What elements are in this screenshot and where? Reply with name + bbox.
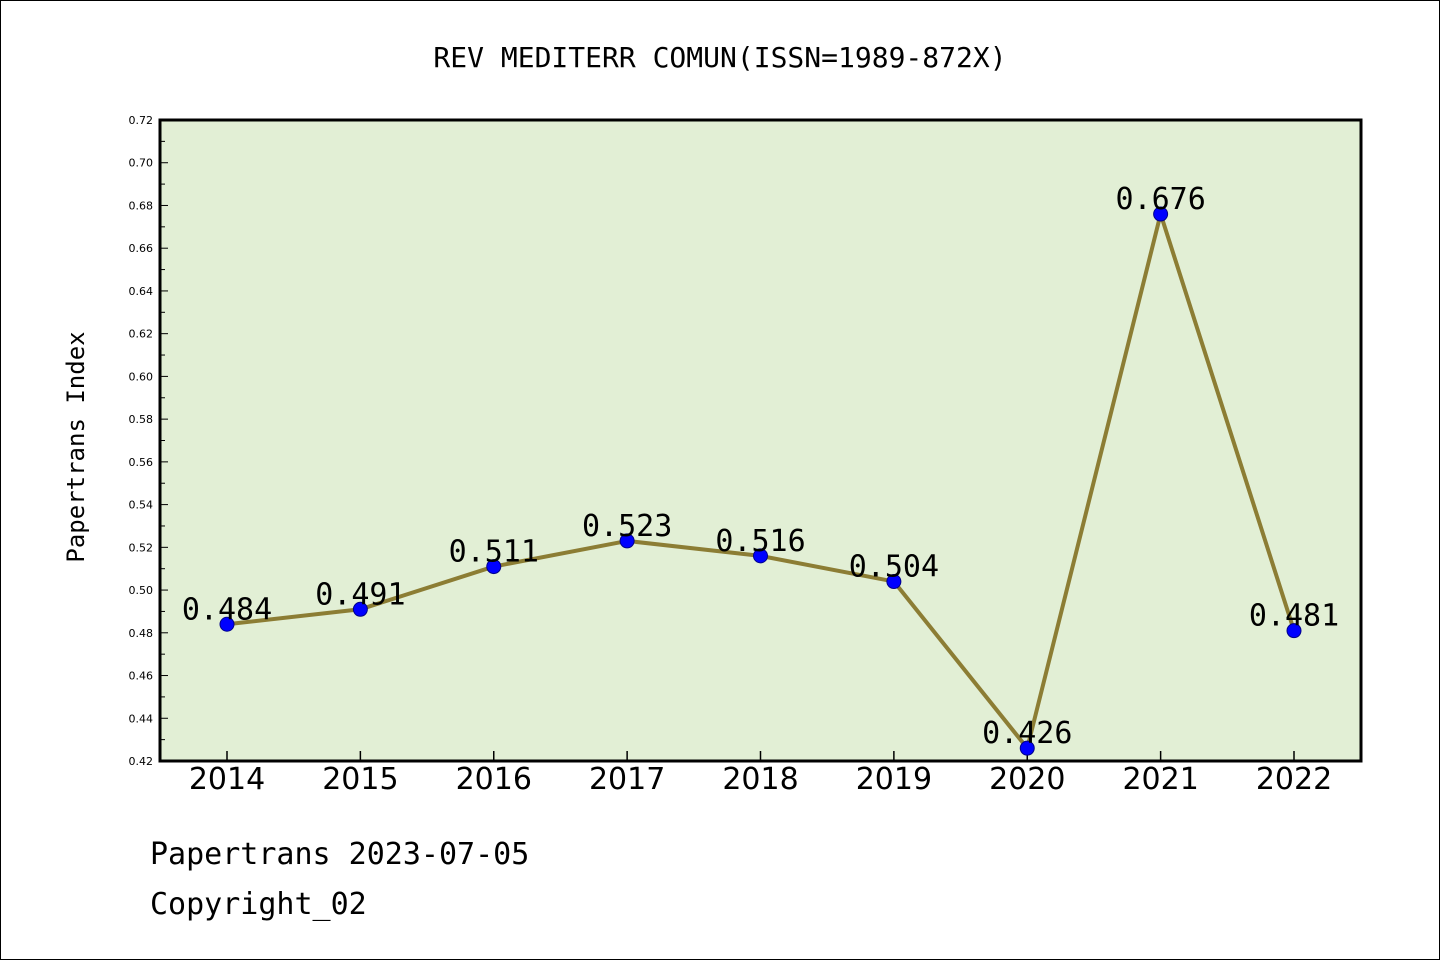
y-tick-label: 0.52 — [129, 541, 154, 554]
data-point — [753, 548, 768, 564]
data-point — [886, 574, 902, 590]
y-tick-label: 0.64 — [129, 285, 154, 298]
data-point — [219, 616, 235, 632]
footer-date: Papertrans 2023-07-05 — [150, 837, 529, 872]
y-tick-label: 0.68 — [129, 199, 154, 212]
data-point — [1153, 206, 1169, 222]
x-tick-label: 2020 — [989, 762, 1065, 797]
data-point — [352, 601, 368, 617]
y-tick-label: 0.58 — [129, 413, 154, 426]
data-labels: 0.484 0.491 0.511 0.523 0.516 0.504 0.426 0.676… — [182, 182, 1339, 751]
footer-copyright: Copyright_02 — [150, 887, 367, 922]
chart-title: REV MEDITERR COMUN(ISSN=1989-872X) — [433, 41, 1006, 74]
y-tick-label: 0.46 — [129, 670, 154, 683]
y-tick-label: 0.50 — [129, 584, 154, 597]
y-tick-label: 0.54 — [129, 499, 154, 512]
plot-border — [158, 118, 1363, 763]
y-tick-label: 0.66 — [129, 242, 154, 255]
x-tick-label: 2014 — [189, 762, 265, 797]
data-label: 0.516 — [715, 524, 805, 559]
x-tick-label: 2017 — [589, 762, 665, 797]
data-label: 0.426 — [982, 716, 1072, 751]
y-axis-label: Papertrans Index — [62, 331, 90, 562]
plot-area — [160, 120, 1361, 761]
data-label: 0.504 — [849, 550, 939, 585]
y-tick-label: 0.72 — [129, 114, 154, 127]
data-point — [619, 533, 635, 549]
y-tick-label: 0.70 — [129, 157, 154, 170]
y-axis: 0.42 0.44 0.46 0.48 0.50 0.52 0.54 0.56 0.58 0.60… — [129, 114, 168, 768]
x-tick-label: 2015 — [322, 762, 398, 797]
y-tick-label: 0.44 — [129, 712, 154, 725]
data-point — [1286, 623, 1302, 639]
y-tick-label: 0.48 — [129, 627, 154, 640]
data-label: 0.523 — [582, 509, 672, 544]
data-label: 0.481 — [1249, 599, 1339, 634]
y-tick-label: 0.60 — [129, 370, 154, 383]
y-tick-label: 0.62 — [129, 328, 154, 341]
x-tick-label: 2021 — [1122, 762, 1198, 797]
data-label: 0.511 — [449, 535, 539, 570]
data-label: 0.484 — [182, 592, 272, 627]
x-tick-label: 2016 — [456, 762, 532, 797]
data-points — [219, 206, 1302, 756]
y-tick-label: 0.56 — [129, 456, 154, 469]
x-axis: 2014 2015 2016 2017 2018 2019 2020 2021 2022 — [189, 751, 1332, 797]
x-tick-label: 2018 — [722, 762, 798, 797]
data-label: 0.491 — [315, 577, 405, 612]
x-tick-label: 2019 — [856, 762, 932, 797]
data-point — [486, 559, 502, 575]
data-label: 0.676 — [1115, 182, 1205, 217]
x-tick-label: 2022 — [1256, 762, 1332, 797]
data-point — [1019, 740, 1035, 756]
y-tick-label: 0.42 — [129, 755, 154, 768]
